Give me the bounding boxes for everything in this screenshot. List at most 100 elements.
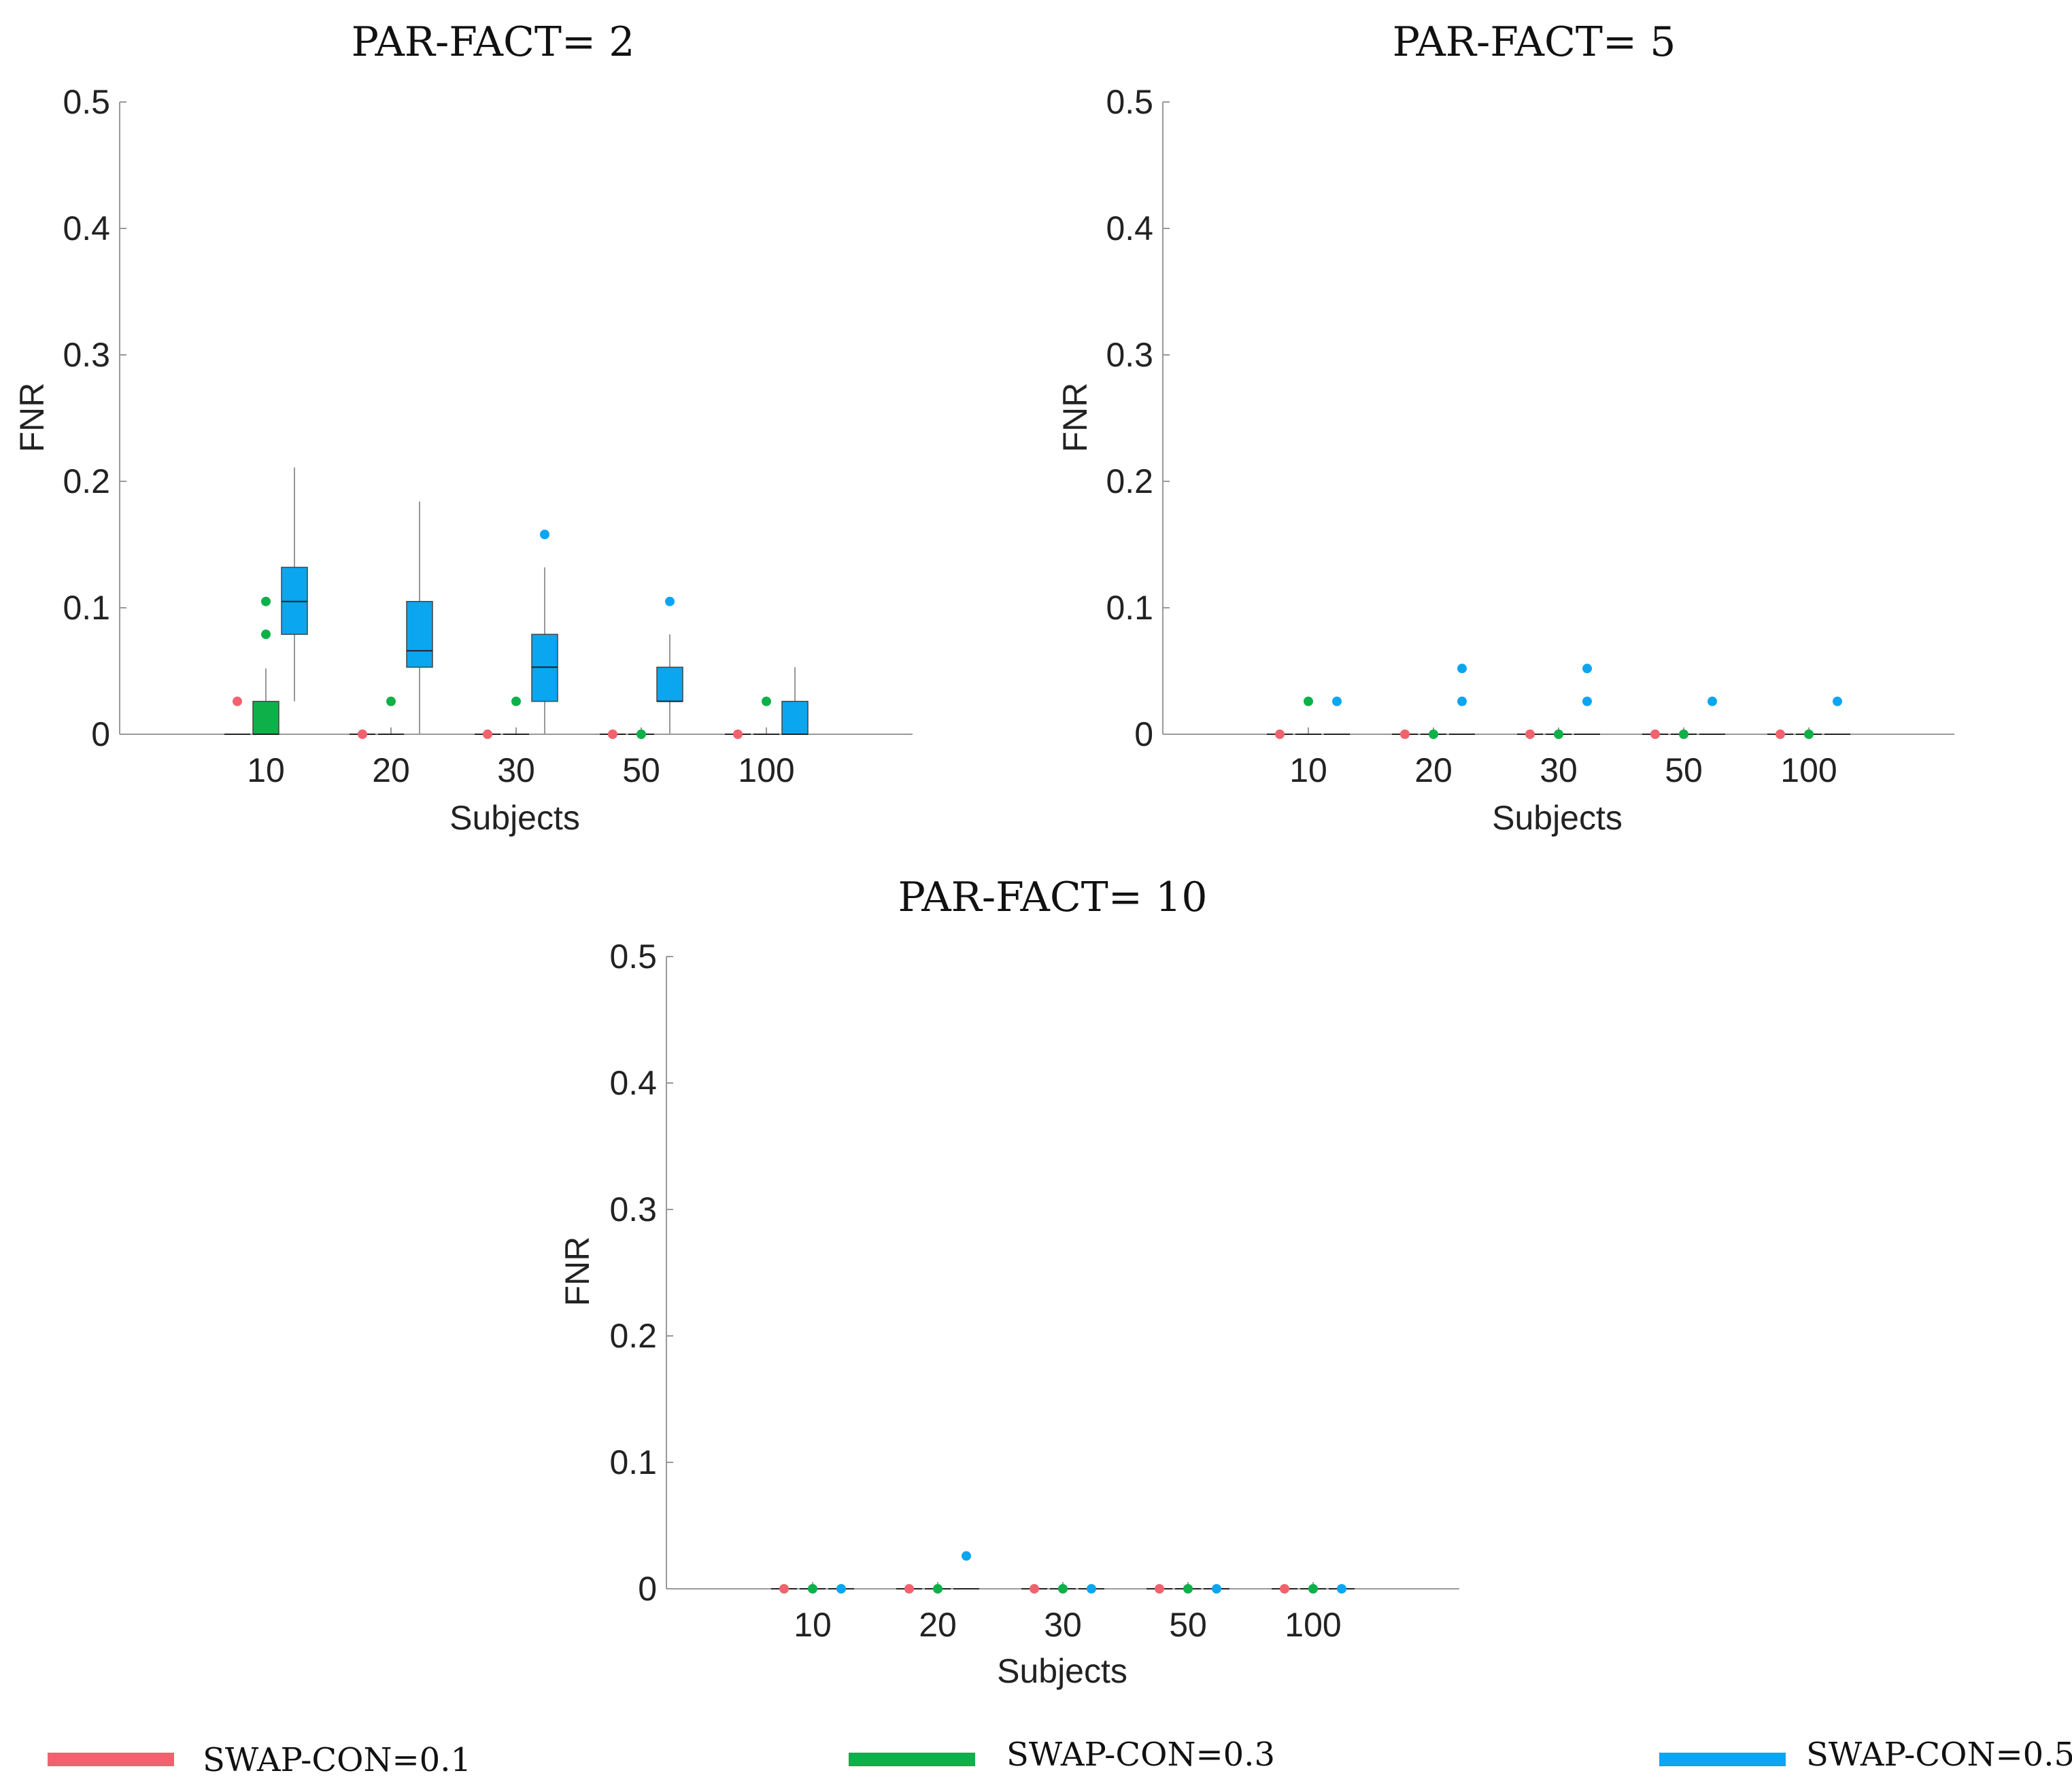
- box-group: [1021, 1584, 1047, 1594]
- box-group: [896, 1584, 922, 1594]
- box-group: [781, 667, 809, 735]
- box-group: [1392, 729, 1418, 739]
- outlier-point: [1308, 1584, 1318, 1594]
- box-group: [1699, 696, 1725, 735]
- box-group: [1272, 1584, 1297, 1594]
- y-tick-label: 0: [1134, 715, 1153, 753]
- box-group: [350, 729, 375, 739]
- outlier-point: [1525, 729, 1535, 739]
- box: [406, 600, 433, 668]
- outlier-point: [1429, 729, 1438, 739]
- outlier-point: [1582, 664, 1592, 674]
- outlier-point: [233, 696, 242, 706]
- x-tick-label: 10: [247, 751, 285, 789]
- x-tick-label: 50: [1665, 751, 1703, 789]
- box-group: [1079, 1584, 1104, 1594]
- y-tick-label: 0.2: [63, 462, 110, 500]
- box-group: [600, 729, 626, 739]
- legend-swatch: [849, 1753, 975, 1766]
- y-tick-label: 0: [638, 1570, 657, 1608]
- x-tick-label: 10: [1289, 751, 1327, 789]
- box-group: [1767, 729, 1793, 739]
- box-group: [656, 596, 683, 734]
- outlier-point: [1304, 696, 1313, 706]
- box-group: [1300, 1584, 1326, 1594]
- box-group: [1421, 729, 1446, 739]
- outlier-point: [1833, 696, 1842, 706]
- outlier-point: [779, 1584, 789, 1594]
- outlier-point: [1400, 729, 1410, 739]
- y-tick-label: 0.1: [1106, 589, 1153, 627]
- plot-area: 0 0.1 0.2 0.3 0.4 0.5 10 20 30 50 100: [609, 938, 1459, 1644]
- box-group: [503, 696, 529, 735]
- outlier-point: [608, 729, 617, 739]
- outlier-point: [1183, 1584, 1193, 1594]
- legend-label: SWAP-CON=0.5: [1806, 1736, 2072, 1774]
- outlier-point: [358, 729, 367, 739]
- box-group: [753, 696, 779, 735]
- panel-par-fact-5: PAR-FACT= 5 00.10.20.30.40.510 20 30 50 100 …: [1056, 18, 1954, 837]
- panel-title: PAR-FACT= 2: [352, 18, 635, 66]
- outlier-point: [261, 596, 271, 606]
- x-tick-label: 20: [919, 1606, 957, 1644]
- x-tick-label: 30: [1044, 1606, 1082, 1644]
- outlier-point: [962, 1551, 971, 1561]
- x-tick-label: 30: [1540, 751, 1578, 789]
- box-group: [224, 696, 250, 735]
- x-tick-label: 100: [738, 751, 794, 789]
- outlier-point: [1155, 1584, 1164, 1594]
- outlier-point: [665, 596, 675, 606]
- outlier-point: [1280, 1584, 1289, 1594]
- y-tick-label: 0.2: [609, 1317, 657, 1355]
- box: [252, 700, 279, 735]
- box-group: [252, 596, 279, 735]
- outlier-point: [386, 696, 396, 706]
- box-group: [406, 501, 433, 734]
- y-tick-label: 0.2: [1106, 462, 1153, 500]
- box-group: [1449, 664, 1475, 735]
- outlier-point: [1708, 696, 1717, 706]
- outlier-point: [261, 630, 271, 640]
- outlier-point: [636, 729, 646, 739]
- box-group: [1796, 729, 1822, 739]
- outlier-point: [1650, 729, 1660, 739]
- box-group: [828, 1584, 854, 1594]
- y-tick-label: 0.5: [609, 938, 657, 976]
- box-group: [1824, 696, 1850, 735]
- y-axis-label: FNR: [558, 1237, 596, 1307]
- panel-title: PAR-FACT= 10: [898, 874, 1207, 921]
- outlier-point: [808, 1584, 817, 1594]
- outlier-point: [483, 729, 492, 739]
- x-tick-label: 100: [1780, 751, 1837, 789]
- box-group: [1329, 1584, 1355, 1594]
- y-tick-label: 0.4: [1106, 209, 1153, 247]
- y-tick-label: 0: [91, 715, 110, 753]
- x-tick-label: 100: [1285, 1606, 1341, 1644]
- outlier-point: [1275, 729, 1285, 739]
- box-group: [475, 729, 500, 739]
- y-axis-label: FNR: [13, 383, 51, 453]
- y-tick-label: 0.3: [63, 336, 110, 374]
- outlier-point: [1582, 696, 1592, 706]
- panel-par-fact-10: PAR-FACT= 10 0 0.1 0.2 0.3 0.4 0.5 10 20 30 50 100…: [558, 874, 1459, 1690]
- legend-item-swap-0-5: SWAP-CON=0.5: [1659, 1736, 2072, 1774]
- panel-par-fact-2: PAR-FACT= 2 00.10.20.30.40.510 20 30 50 100 …: [13, 18, 913, 837]
- box-group: [1147, 1584, 1172, 1594]
- plot-area: 0 0.1 0.2 0.3 0.4 0.5 10 20 30 50 100: [1106, 83, 1954, 789]
- y-tick-label: 0.3: [609, 1190, 657, 1228]
- y-tick-label: 0.4: [609, 1064, 657, 1102]
- y-tick-label: 0.1: [609, 1443, 657, 1481]
- y-tick-label: 0.5: [1106, 83, 1153, 121]
- outlier-point: [1087, 1584, 1096, 1594]
- legend-label: SWAP-CON=0.1: [203, 1741, 471, 1779]
- outlier-point: [1776, 729, 1785, 739]
- x-axis-label: Subjects: [997, 1652, 1127, 1690]
- box-group: [1324, 696, 1350, 735]
- y-tick-label: 0.3: [1106, 336, 1153, 374]
- plot-area: 0 0.1 0.2 0.3 0.4 0.5 10 20 30 50 100: [63, 83, 913, 789]
- outlier-point: [1554, 729, 1563, 739]
- legend-item-swap-0-3: SWAP-CON=0.3: [849, 1736, 1275, 1774]
- x-axis-label: Subjects: [449, 799, 580, 837]
- box-group: [378, 696, 404, 735]
